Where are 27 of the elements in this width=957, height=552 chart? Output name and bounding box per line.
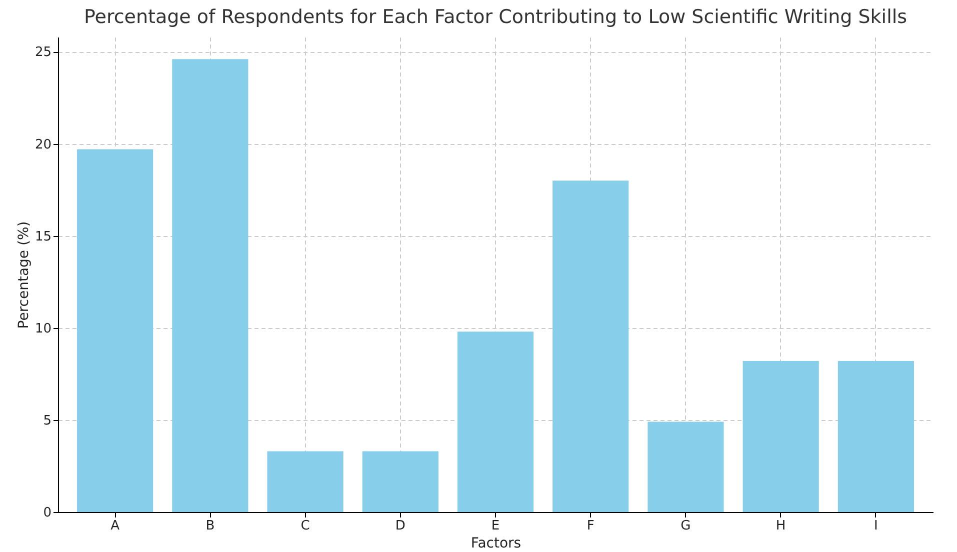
- bar: [362, 451, 438, 512]
- y-tick-label: 0: [43, 506, 52, 520]
- bar: [648, 422, 724, 512]
- x-tick-label: F: [586, 518, 594, 534]
- x-tick-label: I: [874, 518, 878, 534]
- y-tick-label: 10: [34, 321, 52, 336]
- y-axis-title: Percentage (%): [16, 221, 32, 329]
- x-tick-label: A: [110, 518, 120, 534]
- bar: [552, 180, 629, 512]
- x-tick-label: D: [395, 518, 406, 534]
- y-tick-label: 5: [43, 413, 52, 428]
- chart-title: Percentage of Respondents for Each Factor Contributing to Low Scientific Writing Skills: [84, 6, 908, 28]
- bar: [838, 361, 914, 512]
- x-tick-label: G: [680, 518, 691, 534]
- x-tick-label: C: [300, 518, 310, 534]
- bar: [172, 59, 248, 512]
- y-tick-label: 15: [34, 229, 52, 244]
- x-tick-label: E: [491, 518, 500, 534]
- y-tick-label: 20: [34, 137, 52, 152]
- y-tick-label: 25: [34, 45, 52, 60]
- x-tick-label: H: [776, 518, 786, 534]
- bar: [77, 149, 154, 512]
- bar: [742, 361, 819, 512]
- x-tick-label: B: [206, 518, 215, 534]
- bar: [457, 332, 534, 512]
- bar: [267, 451, 344, 512]
- x-axis-title: Factors: [470, 536, 522, 552]
